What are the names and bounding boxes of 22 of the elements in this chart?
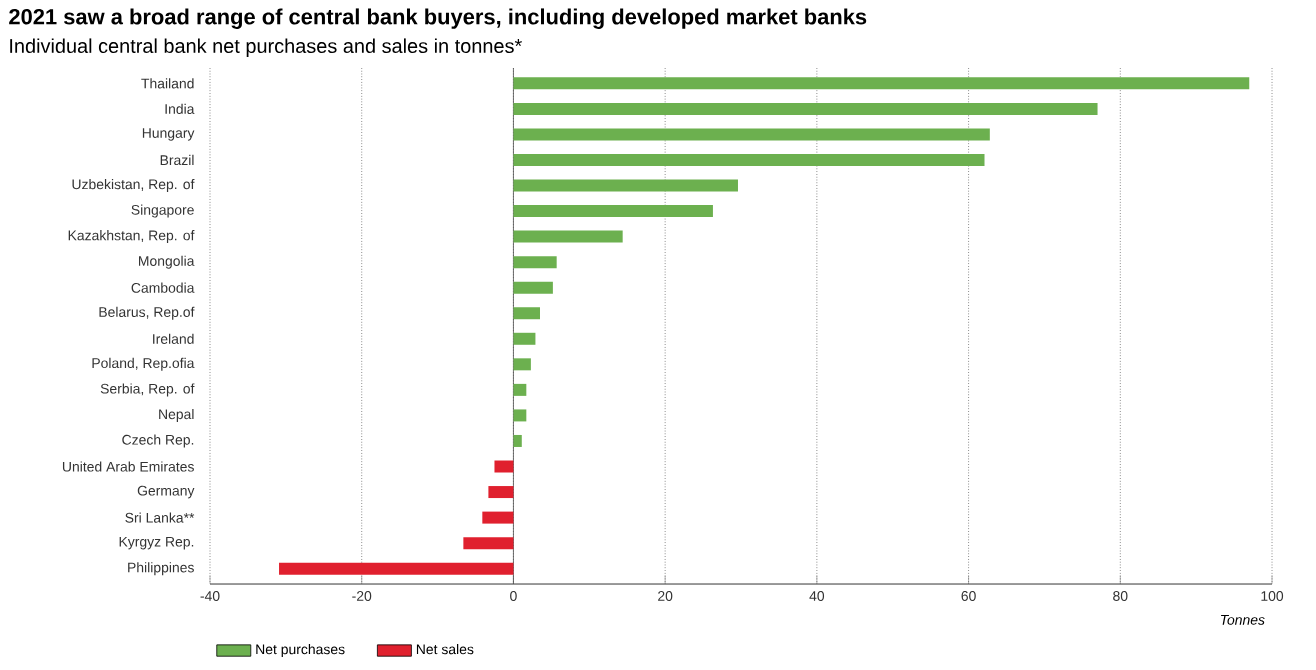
- bar: [463, 537, 514, 550]
- bar: [513, 256, 557, 269]
- bar: [513, 230, 623, 243]
- chart-subtitle: Individual central bank net purchases and sales in tonnes*: [10, 38, 522, 57]
- bar: [513, 153, 985, 166]
- bar: [513, 383, 527, 396]
- bar: [482, 511, 514, 524]
- bar: [513, 102, 1098, 115]
- bar: [488, 486, 514, 499]
- bar: [513, 332, 536, 345]
- bar: [513, 358, 531, 371]
- bar: [494, 460, 514, 473]
- bar: [513, 409, 527, 422]
- bar: [513, 205, 713, 218]
- bar: [513, 281, 553, 294]
- chart-title: 2021 saw a broad range of central bank buyers, including developed market banks: [9, 8, 867, 29]
- bar: [513, 179, 738, 192]
- bar: [513, 77, 1250, 90]
- bar: [513, 307, 540, 320]
- bar: [513, 128, 990, 141]
- bar: [513, 434, 522, 447]
- bar: [279, 562, 514, 575]
